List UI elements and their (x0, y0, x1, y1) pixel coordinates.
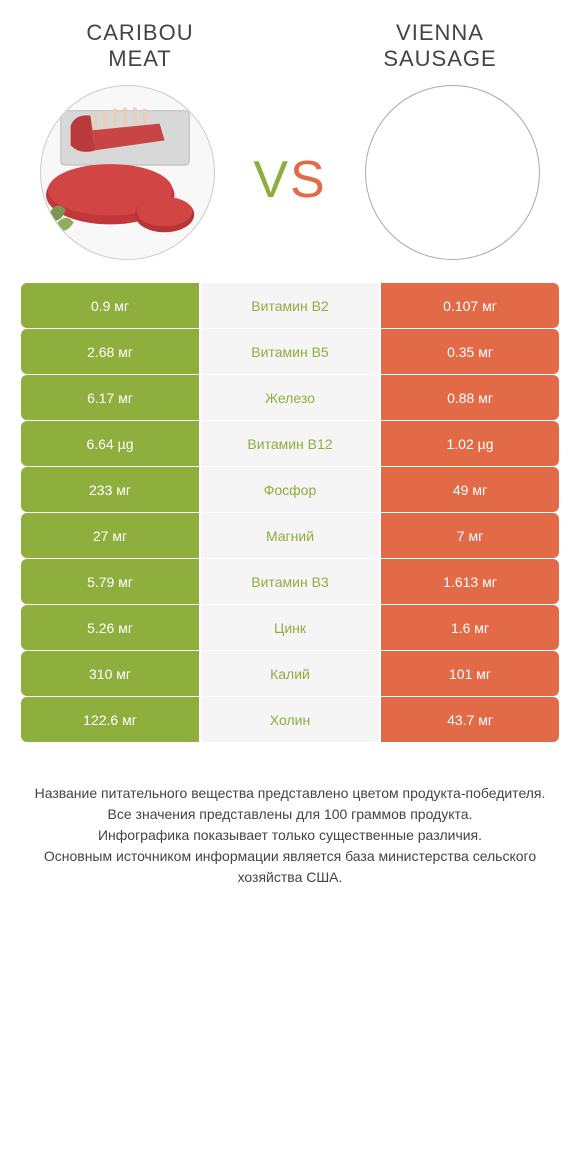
nutrient-name: Витамин B5 (201, 329, 380, 374)
left-value: 5.79 мг (21, 559, 200, 604)
left-value: 6.64 µg (21, 421, 200, 466)
vs-v: V (253, 151, 290, 209)
left-value: 6.17 мг (21, 375, 200, 420)
vs-label: VS (253, 150, 326, 210)
table-row: 5.26 мгЦинк1.6 мг (20, 605, 560, 651)
footer-line3: Инфографика показывает только существенн… (20, 825, 560, 846)
table-row: 6.64 µgВитамин B121.02 µg (20, 421, 560, 467)
left-product-image (40, 85, 215, 260)
right-value: 1.6 мг (381, 605, 560, 650)
right-product-title: VIENNA SAUSAGE (340, 20, 540, 73)
left-value: 5.26 мг (21, 605, 200, 650)
table-row: 0.9 мгВитамин B20.107 мг (20, 283, 560, 329)
right-product-image (365, 85, 540, 260)
right-value: 101 мг (381, 651, 560, 696)
left-value: 2.68 мг (21, 329, 200, 374)
right-value: 0.107 мг (381, 283, 560, 328)
right-value: 43.7 мг (381, 697, 560, 742)
meat-icon (41, 86, 214, 259)
left-title-line1: CARIBOU (86, 20, 193, 45)
right-value: 0.35 мг (381, 329, 560, 374)
right-value: 49 мг (381, 467, 560, 512)
right-value: 7 мг (381, 513, 560, 558)
nutrient-name: Витамин B12 (201, 421, 380, 466)
footer-line2: Все значения представлены для 100 граммо… (20, 804, 560, 825)
table-row: 310 мгКалий101 мг (20, 651, 560, 697)
nutrient-name: Витамин B3 (201, 559, 380, 604)
vs-row: VS (0, 83, 580, 283)
left-value: 122.6 мг (21, 697, 200, 742)
header: CARIBOU MEAT VIENNA SAUSAGE (0, 0, 580, 83)
nutrient-name: Магний (201, 513, 380, 558)
nutrient-name: Фосфор (201, 467, 380, 512)
left-value: 310 мг (21, 651, 200, 696)
table-row: 27 мгМагний7 мг (20, 513, 560, 559)
left-title-line2: MEAT (108, 46, 171, 71)
vs-s: S (290, 151, 327, 209)
nutrient-name: Витамин B2 (201, 283, 380, 328)
left-value: 27 мг (21, 513, 200, 558)
nutrient-name: Железо (201, 375, 380, 420)
nutrient-name: Холин (201, 697, 380, 742)
nutrient-name: Цинк (201, 605, 380, 650)
left-product-title: CARIBOU MEAT (40, 20, 240, 73)
right-title-line2: SAUSAGE (383, 46, 496, 71)
right-value: 1.613 мг (381, 559, 560, 604)
table-row: 6.17 мгЖелезо0.88 мг (20, 375, 560, 421)
left-value: 233 мг (21, 467, 200, 512)
footer-line1: Название питательного вещества представл… (20, 783, 560, 804)
footer-line4: Основным источником информации является … (20, 846, 560, 888)
table-row: 233 мгФосфор49 мг (20, 467, 560, 513)
footer-notes: Название питательного вещества представл… (0, 743, 580, 908)
right-value: 1.02 µg (381, 421, 560, 466)
left-value: 0.9 мг (21, 283, 200, 328)
right-title-line1: VIENNA (396, 20, 484, 45)
table-row: 2.68 мгВитамин B50.35 мг (20, 329, 560, 375)
nutrient-table: 0.9 мгВитамин B20.107 мг2.68 мгВитамин B… (0, 283, 580, 743)
table-row: 5.79 мгВитамин B31.613 мг (20, 559, 560, 605)
right-value: 0.88 мг (381, 375, 560, 420)
table-row: 122.6 мгХолин43.7 мг (20, 697, 560, 743)
nutrient-name: Калий (201, 651, 380, 696)
